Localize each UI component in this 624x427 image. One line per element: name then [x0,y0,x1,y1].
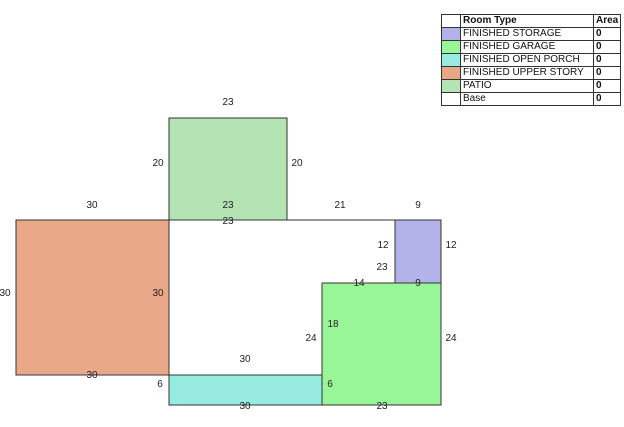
dim-upper-top: 30 [86,200,98,211]
legend-header-swatch [441,14,461,28]
legend-label: FINISHED OPEN PORCH [460,53,594,67]
upper-story-room [15,219,170,376]
legend-swatch-garage [441,40,461,54]
dim-porch-bottom: 30 [239,401,251,412]
legend-label: Base [460,92,594,106]
dim-base-top-left: 23 [222,216,234,227]
dim-porch-left: 6 [157,379,163,390]
legend-swatch-storage [441,27,461,41]
legend-area: 0 [592,40,622,54]
legend-area: 0 [592,53,622,67]
legend-swatch-upper-story [441,66,461,80]
room-type-legend: Room Type Area FINISHED STORAGE 0 FINISH… [441,14,622,106]
dim-patio-bottom: 23 [222,200,234,211]
dim-upper-bottom: 30 [86,370,98,381]
legend-swatch-base [441,92,461,106]
dim-base-14: 14 [353,278,365,289]
legend-row: FINISHED GARAGE 0 [441,40,622,54]
dim-garage-right: 24 [445,333,457,344]
dim-patio-right: 20 [291,158,303,169]
legend-header-room-type: Room Type [460,14,594,28]
dim-storage-left: 12 [377,240,389,251]
dim-storage-right: 12 [445,240,457,251]
legend-swatch-porch [441,53,461,67]
dim-storage-top: 9 [415,200,421,211]
legend-row: Base 0 [441,92,622,106]
patio-room [168,117,288,221]
legend-label: FINISHED GARAGE [460,40,594,54]
dim-patio-left: 20 [152,158,164,169]
dim-storage-bottom: 9 [415,278,421,289]
dim-upper-left: 30 [0,288,11,299]
legend-label: FINISHED UPPER STORY [460,66,594,80]
legend-row: FINISHED STORAGE 0 [441,27,622,41]
legend-label: FINISHED STORAGE [460,27,594,41]
dim-base-24: 24 [305,333,317,344]
dim-porch-right: 6 [327,379,333,390]
legend-header-area: Area [592,14,622,28]
legend-swatch-patio [441,79,461,93]
legend-area: 0 [592,27,622,41]
legend-label: PATIO [460,79,594,93]
dim-garage-bottom: 23 [376,401,388,412]
legend-row: PATIO 0 [441,79,622,93]
dim-patio-top: 23 [222,97,234,108]
legend-area: 0 [592,66,622,80]
dim-base-30-mid: 30 [239,354,251,365]
legend-area: 0 [592,92,622,106]
dim-garage-18: 18 [327,319,339,330]
legend-area: 0 [592,79,622,93]
storage-room [394,219,442,284]
dim-base-inner-23: 23 [376,262,388,273]
dim-upper-right: 30 [152,288,164,299]
porch-room [168,374,323,406]
garage-room [321,282,442,406]
legend-row: FINISHED UPPER STORY 0 [441,66,622,80]
legend-row: FINISHED OPEN PORCH 0 [441,53,622,67]
dim-base-top-right: 21 [334,200,346,211]
legend-header-row: Room Type Area [441,14,622,28]
